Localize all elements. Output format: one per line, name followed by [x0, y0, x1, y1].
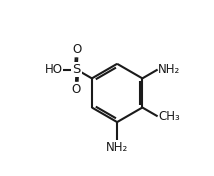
Text: S: S [73, 63, 81, 76]
Text: NH₂: NH₂ [158, 63, 180, 76]
Text: O: O [73, 43, 82, 56]
Text: O: O [71, 83, 81, 96]
Text: HO: HO [45, 63, 63, 76]
Text: NH₂: NH₂ [106, 141, 128, 154]
Text: CH₃: CH₃ [158, 110, 180, 123]
